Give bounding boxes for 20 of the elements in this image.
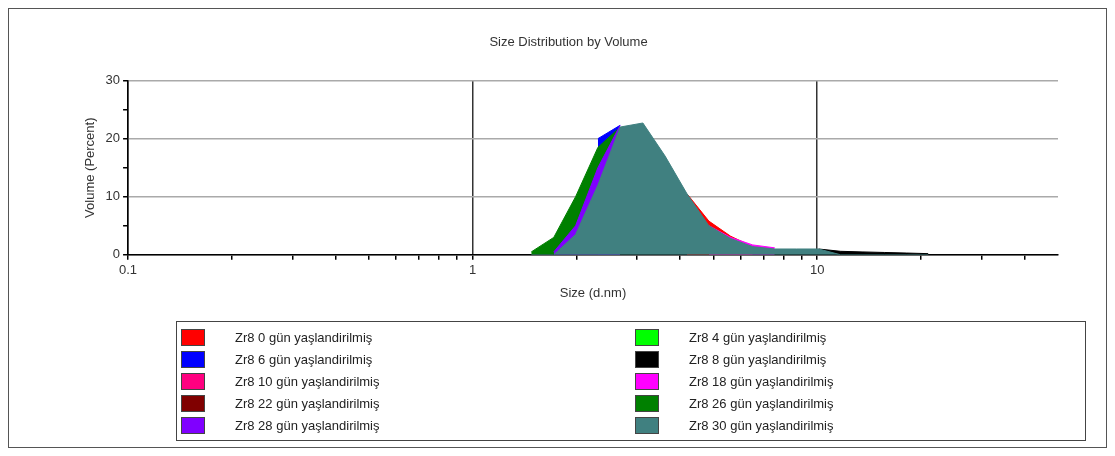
legend-label: Zr8 28 gün yaşlandirilmiş — [235, 417, 380, 433]
legend-label: Zr8 10 gün yaşlandirilmiş — [235, 373, 380, 389]
legend-label: Zr8 0 gün yaşlandirilmiş — [235, 329, 373, 345]
legend-label: Zr8 30 gün yaşlandirilmiş — [689, 417, 834, 433]
y-tick-label: 0 — [112, 246, 121, 262]
x-tick-label: 10 — [809, 262, 825, 278]
chart-title: Size Distribution by Volume — [489, 34, 648, 50]
legend-label: Zr8 4 gün yaşlandirilmiş — [689, 329, 827, 345]
legend-label: Zr8 26 gün yaşlandirilmiş — [689, 395, 834, 411]
legend-label: Zr8 18 gün yaşlandirilmiş — [689, 373, 834, 389]
y-tick-label: 20 — [105, 130, 121, 146]
legend-label: Zr8 8 gün yaşlandirilmiş — [689, 351, 827, 367]
y-tick-label: 10 — [105, 188, 121, 204]
legend-label: Zr8 6 gün yaşlandirilmiş — [235, 351, 373, 367]
legend-label: Zr8 22 gün yaşlandirilmiş — [235, 395, 380, 411]
x-tick-label: 1 — [469, 262, 477, 278]
x-tick-label: 0.1 — [119, 262, 138, 278]
y-axis-title: Volume (Percent) — [82, 117, 98, 218]
x-axis-title: Size (d.nm) — [559, 284, 627, 300]
y-tick-label: 30 — [105, 72, 121, 88]
